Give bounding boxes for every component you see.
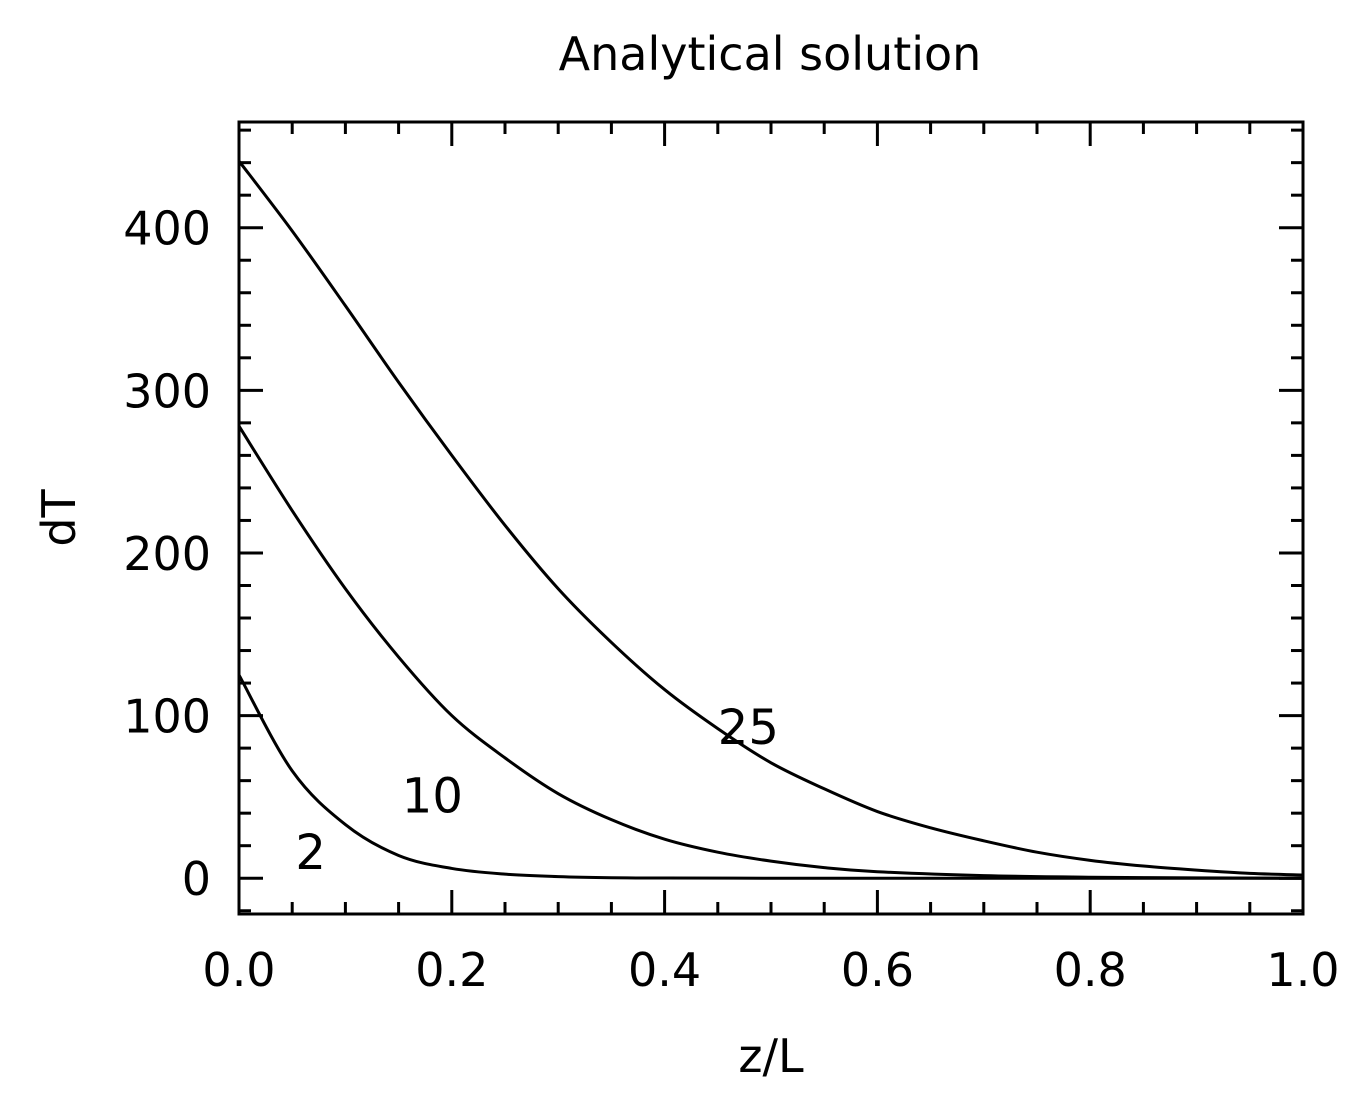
x-axis-label: z/L: [738, 1029, 804, 1083]
tick-labels: 0.0 0.2 0.4 0.6 0.8 1.0 0 100 200 300 400: [123, 202, 1339, 997]
y-axis-label: dT: [32, 488, 86, 546]
axis-ticks: [237, 122, 1305, 914]
y-tick-label: 300: [123, 364, 211, 418]
series-line-10: [237, 425, 1304, 880]
x-tick-label: 0.8: [1054, 943, 1127, 997]
series-line-25: [237, 160, 1304, 877]
chart-title: Analytical solution: [559, 27, 982, 81]
x-tick-label: 0.4: [628, 943, 701, 997]
y-tick-label: 100: [123, 690, 211, 744]
curve-labels: 2 10 25: [295, 700, 778, 881]
curve-label-25: 25: [718, 700, 779, 756]
curve-label-2: 2: [295, 825, 326, 881]
x-tick-label: 0.6: [841, 943, 914, 997]
curves: [237, 160, 1304, 880]
y-tick-label: 400: [123, 202, 211, 256]
y-tick-label: 0: [182, 852, 211, 906]
x-tick-label: 1.0: [1266, 943, 1339, 997]
curve-label-10: 10: [402, 768, 463, 824]
plot-area: 0.0 0.2 0.4 0.6 0.8 1.0 0 100 200 300 400 2 10 25: [123, 120, 1340, 997]
x-tick-label: 0.2: [415, 943, 488, 997]
y-tick-label: 200: [123, 527, 211, 581]
x-tick-label: 0.0: [202, 943, 275, 997]
plot-frame: [237, 120, 1305, 916]
